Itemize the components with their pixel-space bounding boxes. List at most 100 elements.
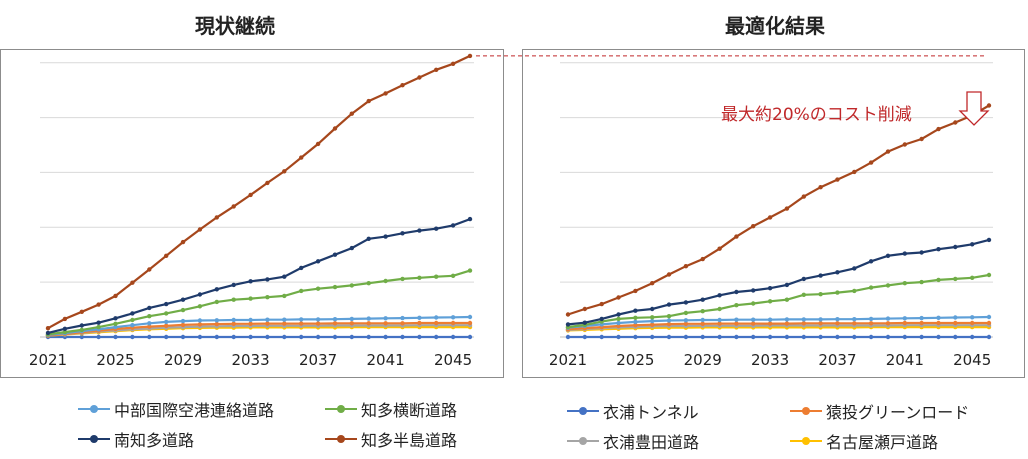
- right-data-point: [953, 276, 958, 282]
- right-data-point: [650, 306, 655, 312]
- right-data-point: [650, 334, 655, 340]
- right-data-point: [784, 297, 790, 302]
- right-data-point: [953, 120, 958, 125]
- right-data-point: [885, 316, 891, 321]
- right-series-line: [567, 273, 990, 329]
- left-data-point: [417, 228, 422, 233]
- right-data-point: [751, 334, 756, 340]
- right-chart: 2021 2025 2029 2033 2037 2041 2045: [549, 62, 993, 369]
- legend-item: 中部国際空港連絡道路: [78, 397, 274, 421]
- left-data-point: [332, 252, 338, 257]
- left-data-point: [315, 321, 321, 326]
- left-data-point: [282, 321, 287, 326]
- right-data-point: [902, 142, 907, 147]
- legend-label: 知多半島道路: [361, 431, 458, 450]
- left-x-tick-label: 2025: [96, 351, 134, 369]
- legend-swatch: [78, 402, 110, 416]
- right-data-point: [936, 247, 941, 252]
- right-data-point: [818, 317, 823, 322]
- left-chart: 2021 2025 2029 2033 2037 2041 2045: [29, 53, 474, 369]
- right-data-point: [633, 315, 638, 320]
- left-data-point: [164, 301, 169, 307]
- right-data-point: [700, 297, 705, 302]
- right-data-point: [700, 309, 705, 314]
- left-series-4: [45, 314, 473, 337]
- right-data-point: [683, 318, 689, 323]
- left-series-line: [47, 315, 471, 336]
- legend-item: 名古屋瀬戸道路: [790, 429, 938, 453]
- right-series-line: [567, 326, 989, 332]
- right-data-point: [835, 334, 840, 340]
- left-data-point: [434, 274, 439, 279]
- right-data-point: [633, 334, 638, 340]
- right-data-point: [936, 334, 941, 340]
- left-data-point: [130, 280, 135, 285]
- right-chart-title: 最適化結果: [725, 14, 825, 38]
- right-data-point: [650, 315, 655, 320]
- left-data-point: [214, 334, 219, 340]
- left-data-point: [315, 317, 321, 322]
- left-data-point: [113, 324, 118, 330]
- right-data-point: [717, 317, 722, 323]
- right-data-point: [835, 177, 840, 182]
- left-data-point: [164, 334, 169, 340]
- down-arrow-outline-icon: [958, 91, 990, 126]
- left-data-point: [130, 311, 135, 316]
- left-data-point: [400, 231, 405, 236]
- left-data-point: [450, 334, 456, 340]
- left-data-point: [450, 61, 456, 66]
- right-data-point: [700, 317, 705, 323]
- right-data-point: [936, 320, 941, 326]
- left-data-point: [248, 334, 253, 340]
- right-data-point: [953, 315, 958, 320]
- legend-label: 衣浦トンネル: [603, 403, 699, 422]
- left-data-point: [349, 316, 354, 322]
- left-data-point: [164, 319, 169, 325]
- right-data-point: [751, 288, 756, 293]
- left-data-point: [265, 321, 270, 326]
- left-data-point: [467, 268, 473, 273]
- left-data-point: [180, 307, 186, 313]
- right-data-point: [767, 286, 773, 291]
- left-data-point: [180, 322, 186, 328]
- legend-item: 知多半島道路: [325, 427, 457, 451]
- legend-swatch: [790, 434, 822, 448]
- left-data-point: [299, 155, 304, 160]
- right-data-point: [734, 303, 739, 308]
- left-data-point: [45, 326, 51, 331]
- right-data-point: [986, 314, 992, 320]
- left-data-point: [248, 296, 253, 301]
- legend-label: 中部国際空港連絡道路: [114, 401, 275, 420]
- cost-reduction-annotation: 最大約20%のコスト削減: [721, 105, 912, 125]
- left-data-point: [467, 216, 473, 222]
- left-data-point: [315, 334, 321, 340]
- right-data-point: [633, 288, 638, 294]
- left-data-point: [231, 297, 236, 302]
- right-data-point: [751, 301, 756, 306]
- right-data-point: [666, 321, 672, 327]
- left-data-point: [299, 288, 304, 294]
- right-data-point: [868, 321, 874, 326]
- left-data-point: [147, 305, 152, 311]
- left-data-point: [299, 334, 304, 340]
- left-data-point: [349, 321, 354, 326]
- right-data-point: [919, 315, 924, 321]
- left-data-point: [366, 98, 371, 104]
- left-data-point: [79, 309, 85, 314]
- left-data-point: [147, 267, 152, 272]
- left-data-point: [113, 321, 118, 326]
- left-data-point: [434, 67, 439, 73]
- right-series-0: [565, 334, 992, 340]
- left-data-point: [147, 314, 152, 319]
- left-series-line: [47, 218, 471, 334]
- right-x-tick-label: 2037: [818, 351, 856, 369]
- left-series-3: [45, 320, 473, 338]
- right-data-point: [986, 320, 992, 326]
- left-data-point: [383, 316, 388, 321]
- legend-item: 衣浦トンネル: [567, 399, 699, 423]
- right-data-point: [818, 273, 823, 278]
- right-data-point: [717, 293, 722, 298]
- right-data-point: [666, 318, 672, 323]
- left-data-point: [180, 334, 186, 340]
- left-data-point: [383, 334, 388, 340]
